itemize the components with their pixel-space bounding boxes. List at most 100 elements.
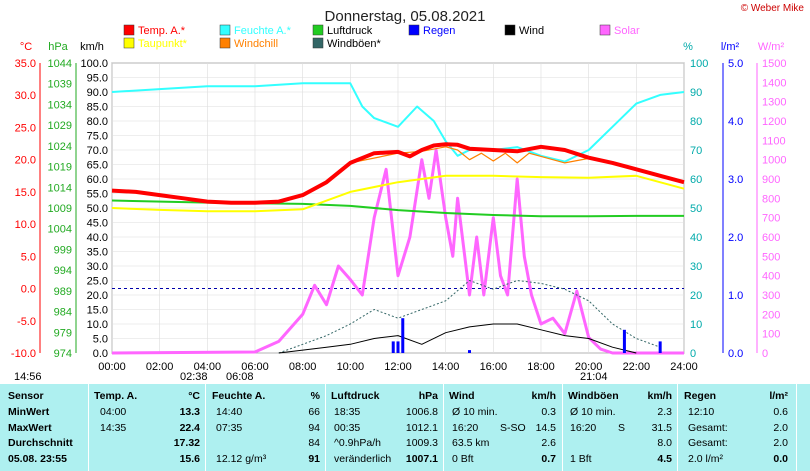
tick-label-kmh: 80.0 xyxy=(87,116,108,128)
header-gust-unit: km/h xyxy=(647,390,672,402)
axis-unit-label: W/m² xyxy=(758,41,785,53)
legend-label: Feuchte A.* xyxy=(234,25,292,37)
tick-label-wm2: 0 xyxy=(762,348,768,360)
table-separator xyxy=(677,384,678,471)
pressure-value: 1007.1 xyxy=(405,452,438,465)
rain-value: 2.0 xyxy=(773,437,788,449)
tick-label-pct: 30 xyxy=(690,261,702,273)
wind-label: 0 Bft xyxy=(452,452,474,465)
wind-value: 0.7 xyxy=(541,452,556,465)
tick-label-hpa: 999 xyxy=(54,244,72,256)
tick-label-pct: 0 xyxy=(690,348,696,360)
axis-unit-label: °C xyxy=(20,41,32,53)
tick-label-c: 35.0 xyxy=(15,58,36,70)
header-rain: Regen xyxy=(684,390,717,402)
tick-label-x: 14:00 xyxy=(432,361,460,373)
tick-label-pct: 90 xyxy=(690,87,702,99)
tick-label-kmh: 35.0 xyxy=(87,247,108,259)
legend-label: Luftdruck xyxy=(327,25,373,37)
tick-label-x: 00:00 xyxy=(98,361,126,373)
legend-swatch xyxy=(219,24,231,36)
humidity-value: 66 xyxy=(308,406,320,418)
pressure-value: 1006.8 xyxy=(405,406,438,418)
temp-time: 14:35 xyxy=(100,421,127,434)
humidity-time: 14:40 xyxy=(216,406,243,418)
wind-value: 2.6 xyxy=(541,437,556,449)
tick-label-kmh: 60.0 xyxy=(87,174,108,186)
humidity-value: 91 xyxy=(308,452,320,465)
legend-label: Windböen* xyxy=(327,38,382,50)
tick-label-x: 06:00 xyxy=(241,361,269,373)
legend-swatch xyxy=(312,37,324,49)
tick-label-kmh: 100.0 xyxy=(80,58,108,70)
tick-label-pct: 80 xyxy=(690,116,702,128)
tick-label-x: 08:00 xyxy=(289,361,317,373)
tick-label-wm2: 500 xyxy=(762,251,780,263)
tick-label-pct: 100 xyxy=(690,58,708,70)
tick-label-kmh: 55.0 xyxy=(87,189,108,201)
tick-label-x: 10:00 xyxy=(337,361,365,373)
gust-label: Ø 10 min. xyxy=(570,406,616,418)
tick-label-x: 24:00 xyxy=(670,361,698,373)
table-separator xyxy=(88,384,89,471)
gust-direction: S xyxy=(618,421,626,434)
header-temp: Temp. A. xyxy=(94,390,138,402)
series-solar xyxy=(111,148,684,355)
tick-label-kmh: 25.0 xyxy=(87,276,108,288)
tick-label-pct: 50 xyxy=(690,203,702,215)
legend-swatch xyxy=(408,24,420,36)
row-sensor-name: MinWert xyxy=(8,406,50,418)
sun-mark-label: 21:04 xyxy=(580,371,608,383)
tick-label-wm2: 200 xyxy=(762,309,780,321)
tick-label-kmh: 95.0 xyxy=(87,73,108,85)
header-pressure-unit: hPa xyxy=(418,390,438,402)
tick-label-kmh: 0.0 xyxy=(93,348,108,360)
tick-label-wm2: 300 xyxy=(762,290,780,302)
legend-swatch xyxy=(123,37,135,49)
wind-direction: S-SO xyxy=(500,421,526,434)
axes: °C hPa km/h% l/m² W/m² 35.0 30.0 25.0 20.0 15.0 10… xyxy=(11,41,787,383)
tick-label-c: 30.0 xyxy=(15,90,36,102)
tick-label-kmh: 15.0 xyxy=(87,305,108,317)
tick-label-wm2: 1100 xyxy=(762,135,786,147)
tick-label-kmh: 65.0 xyxy=(87,160,108,172)
tick-label-x: 12:00 xyxy=(384,361,412,373)
header-wind-unit: km/h xyxy=(531,390,556,402)
table-separator xyxy=(443,384,444,471)
tick-label-wm2: 1200 xyxy=(762,116,786,128)
tick-label-kmh: 40.0 xyxy=(87,232,108,244)
tick-label-wm2: 800 xyxy=(762,193,780,205)
tick-label-pct: 70 xyxy=(690,145,702,157)
tick-label-hpa: 1009 xyxy=(48,203,72,215)
legend-swatch xyxy=(123,24,135,36)
tick-label-kmh: 85.0 xyxy=(87,102,108,114)
legend-swatch xyxy=(219,37,231,49)
humidity-value: 84 xyxy=(308,437,320,449)
axis-unit-label: l/m² xyxy=(721,41,740,53)
tick-label-c: 5.0 xyxy=(21,251,36,263)
rain-label: Gesamt: xyxy=(688,421,728,434)
rain-bar xyxy=(396,341,400,353)
rain-bar xyxy=(468,350,471,353)
tick-label-hpa: 974 xyxy=(54,348,72,360)
tick-label-hpa: 1039 xyxy=(48,79,72,91)
header-humidity-unit: % xyxy=(310,390,320,402)
temp-time: 04:00 xyxy=(100,406,127,418)
legend-label: Regen xyxy=(423,25,455,37)
tick-label-hpa: 1019 xyxy=(48,162,72,174)
header-pressure: Luftdruck xyxy=(331,390,380,402)
tick-label-wm2: 600 xyxy=(762,232,780,244)
tick-label-hpa: 1034 xyxy=(48,99,72,111)
tick-label-x: 18:00 xyxy=(527,361,555,373)
row-sensor-name: 05.08. 23:55 xyxy=(8,452,67,465)
tick-label-hpa: 984 xyxy=(54,307,72,319)
tick-label-hpa: 994 xyxy=(54,265,72,277)
legend-swatch xyxy=(599,24,611,36)
series-wind xyxy=(278,323,637,354)
header-sensor: Sensor xyxy=(8,390,44,402)
rain-label: Gesamt: xyxy=(688,437,728,449)
tick-label-x: 16:00 xyxy=(480,361,508,373)
tick-label-lm2: 3.0 xyxy=(728,174,743,186)
tick-label-wm2: 1000 xyxy=(762,155,786,167)
humidity-time: 12.12 g/m³ xyxy=(216,452,267,465)
